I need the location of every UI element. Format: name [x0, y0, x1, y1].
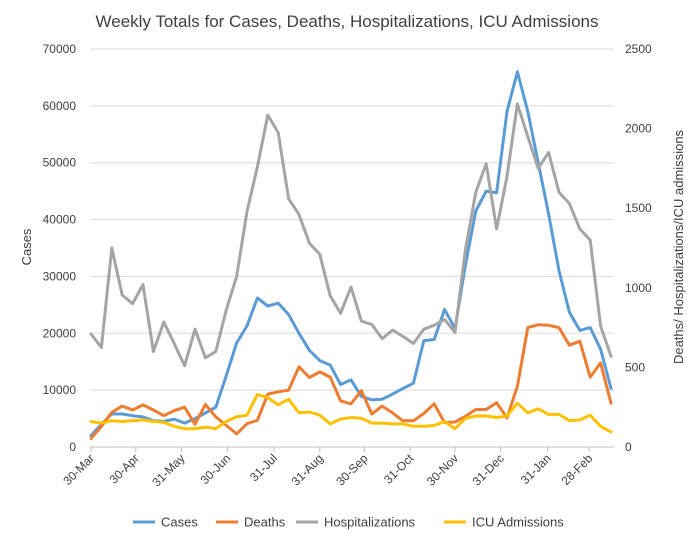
y-left-tick-label: 10000	[43, 383, 77, 397]
y-right-tick-label: 2500	[625, 42, 652, 56]
y-right-tick-label: 1500	[625, 201, 652, 215]
legend-label-icu-admissions: ICU Admissions	[472, 515, 564, 530]
left-axis-ticks: 0 10000 20000 30000 40000 50000 60000 70000	[43, 42, 77, 454]
y-left-tick-label: 20000	[43, 326, 77, 340]
y-left-tick-label: 50000	[43, 156, 77, 170]
y-right-tick-label: 1000	[625, 281, 652, 295]
y-right-tick-label: 0	[625, 440, 632, 454]
legend: Cases Deaths Hospitalizations ICU Admission…	[133, 515, 564, 530]
legend-label-deaths: Deaths	[244, 515, 286, 530]
legend-label-hospitalizations: Hospitalizations	[324, 515, 416, 530]
y-left-tick-label: 60000	[43, 99, 77, 113]
y-left-tick-label: 30000	[43, 269, 77, 283]
y-left-tick-label: 0	[69, 440, 76, 454]
series-line-hospitalizations	[89, 102, 613, 368]
y-right-tick-label: 500	[625, 360, 645, 374]
chart-title: Weekly Totals for Cases, Deaths, Hospita…	[96, 12, 599, 31]
y-left-tick-label: 40000	[43, 213, 77, 227]
series-line-cases	[89, 70, 613, 438]
y-right-tick-label: 2000	[625, 122, 652, 136]
legend-label-cases: Cases	[161, 515, 198, 530]
y-axis-right-label: Deaths/ Hospitalizations/ICU admissions	[671, 129, 686, 364]
series-line-icu-admissions	[89, 393, 613, 434]
series-layer	[89, 70, 613, 440]
series-line-deaths	[89, 323, 613, 440]
right-axis-ticks: 0 500 1000 1500 2000 2500	[625, 42, 652, 454]
y-axis-left-label: Cases	[19, 228, 34, 265]
y-left-tick-label: 70000	[43, 42, 77, 56]
